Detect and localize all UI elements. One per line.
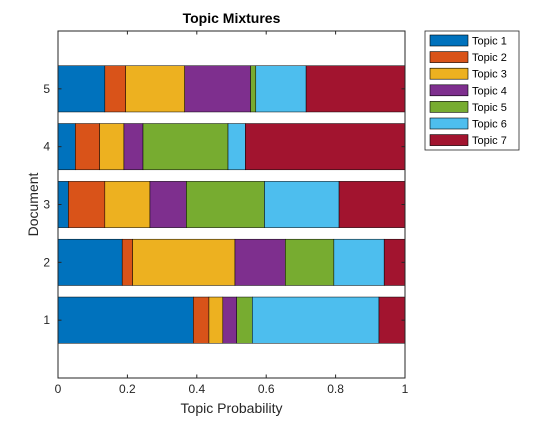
bar-doc-4-topic-6	[227, 123, 246, 171]
y-axis-label: Document	[25, 172, 41, 236]
bar-doc-5-topic-2	[104, 65, 126, 113]
legend-label: Topic 4	[472, 85, 507, 97]
legend-swatch	[429, 134, 469, 146]
x-tick-label: 0.8	[327, 382, 344, 396]
bar-doc-5-topic-4	[184, 65, 251, 113]
y-tick-label: 1	[43, 313, 50, 327]
bar-doc-5-topic-1	[57, 65, 106, 113]
legend-label: Topic 1	[472, 36, 507, 48]
x-tick-label: 0	[55, 382, 62, 396]
x-tick-label: 1	[402, 382, 409, 396]
legend-swatch	[429, 34, 469, 47]
legend-label: Topic 2	[472, 52, 507, 64]
y-tick-label: 5	[43, 82, 50, 96]
bar-doc-1-topic-4	[222, 296, 237, 344]
legend-label: Topic 5	[472, 102, 507, 114]
bar-doc-5-topic-6	[255, 65, 307, 113]
bar-doc-2-topic-6	[333, 238, 385, 286]
x-axis: 0 0.2 0.4 0.6 0.8 1	[55, 31, 409, 396]
y-tick-label: 2	[43, 255, 50, 269]
bar-doc-3-topic-4	[149, 181, 187, 228]
bar-doc-2-topic-2	[121, 238, 133, 286]
bar-doc-5-topic-5	[250, 65, 257, 113]
bar-doc-3-topic-6	[264, 181, 340, 228]
legend-label: Topic 7	[472, 135, 507, 147]
legend-swatch	[429, 84, 469, 97]
y-axis: 1 2 3 4 5	[43, 82, 405, 327]
legend-swatch	[429, 51, 469, 63]
bar-doc-2-topic-3	[132, 238, 236, 286]
legend-swatch	[429, 117, 469, 130]
x-axis-label: Topic Probability	[181, 400, 283, 416]
legend-items: Topic 1 Topic 2 Topic 3 Topic 4 Topic 5 Topic…	[429, 34, 507, 147]
x-tick-label: 0.2	[119, 382, 136, 396]
bar-doc-1-topic-7	[378, 296, 406, 344]
bar-doc-4-topic-2	[75, 123, 100, 171]
bar-doc-1-topic-6	[252, 296, 380, 344]
bar-doc-4-topic-4	[123, 123, 144, 171]
bar-doc-3-topic-5	[186, 181, 265, 228]
bar-doc-1-topic-3	[208, 296, 224, 344]
bar-doc-4-topic-7	[245, 123, 406, 171]
bar-doc-1-topic-2	[193, 296, 210, 344]
bars-layer	[57, 65, 406, 344]
legend-label: Topic 6	[472, 119, 507, 131]
x-tick-label: 0.6	[258, 382, 275, 396]
bar-doc-2-topic-1	[57, 238, 123, 286]
y-tick-label: 3	[43, 198, 50, 212]
legend-swatch	[429, 101, 469, 113]
legend: Topic 1 Topic 2 Topic 3 Topic 4 Topic 5 Topic…	[424, 30, 520, 151]
bar-doc-3-topic-2	[68, 181, 106, 228]
bar-doc-2-topic-4	[234, 238, 286, 286]
bar-doc-5-topic-7	[305, 65, 406, 113]
y-tick-label: 4	[43, 140, 50, 154]
chart-title: Topic Mixtures	[183, 10, 281, 26]
bar-doc-2-topic-5	[285, 238, 335, 286]
bar-doc-1-topic-1	[57, 296, 194, 344]
bar-doc-3-topic-7	[338, 181, 406, 228]
bar-doc-1-topic-5	[236, 296, 253, 344]
legend-swatch	[429, 67, 469, 80]
x-tick-label: 0.4	[188, 382, 205, 396]
bar-doc-5-topic-3	[125, 65, 185, 113]
legend-label: Topic 3	[472, 69, 507, 81]
bar-doc-4-topic-3	[99, 123, 125, 171]
bar-doc-4-topic-5	[142, 123, 229, 171]
bar-doc-3-topic-3	[104, 181, 151, 228]
